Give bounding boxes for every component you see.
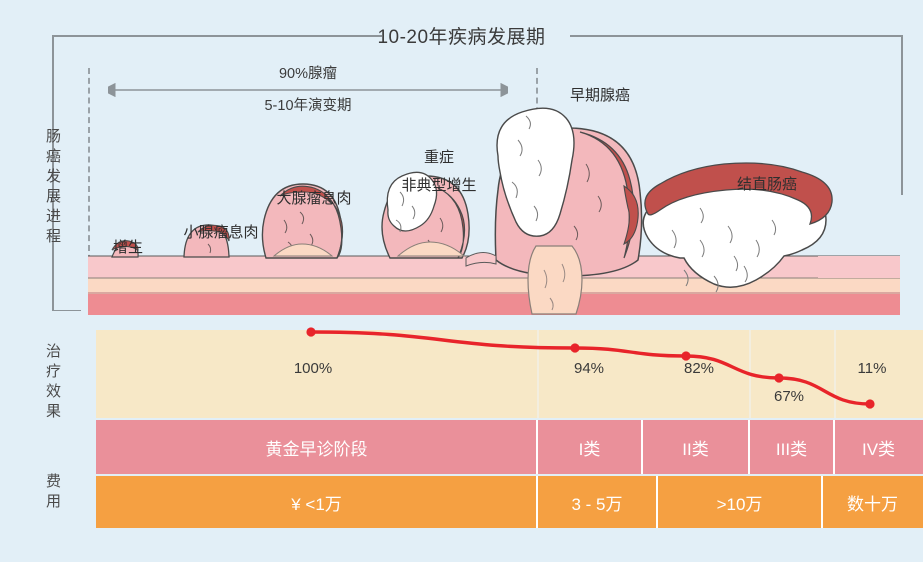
- survival-point-4: [865, 399, 875, 409]
- title-bracket-left: [52, 35, 382, 37]
- pct-label-0: 100%: [293, 360, 333, 377]
- cost-row-cell-0: ¥ <1万: [291, 494, 342, 514]
- arrow-top-label: 90%腺瘤: [278, 66, 338, 82]
- chart-sep-1: [537, 330, 539, 418]
- cost-row-cell-2: >10万: [716, 494, 763, 514]
- cost-row: ¥ <1万 3 - 5万 >10万 数十万: [96, 476, 923, 528]
- chart-sep-3: [834, 330, 836, 418]
- title-bracket-right: [570, 35, 903, 37]
- organ-label-4: 非典型增生: [401, 177, 477, 194]
- page-title: 10-20年疾病发展期: [377, 27, 546, 48]
- bowel-illustration: [88, 60, 918, 315]
- cost-row-separator-2: [656, 476, 658, 528]
- stage-row-separator-1: [536, 420, 538, 474]
- pct-label-1: 94%: [573, 360, 605, 377]
- arrow-bottom-label: 5-10年演变期: [264, 98, 352, 114]
- survival-point-3: [774, 373, 784, 383]
- survival-point-2: [681, 351, 691, 361]
- cost-row-separator-1: [536, 476, 538, 528]
- pct-label-2: 82%: [683, 360, 715, 377]
- stage-row-cell-0: 黄金早诊阶段: [265, 439, 368, 459]
- cost-row-separator-3: [821, 476, 823, 528]
- adenoma-phase-arrow: [101, 78, 515, 102]
- organ-label-0: 增生: [112, 239, 144, 256]
- organ-label-3: 重症: [423, 149, 455, 166]
- stage-row-separator-2: [641, 420, 643, 474]
- cost-row-cell-3: 数十万: [847, 494, 898, 514]
- organ-label-1: 小腺瘤息肉: [183, 224, 259, 241]
- stage-row: 黄金早诊阶段 I类 II类 III类 IV类: [96, 420, 923, 474]
- stage-row-cell-2: II类: [682, 439, 709, 459]
- survival-point-1: [570, 343, 580, 353]
- stage-row-separator-3: [748, 420, 750, 474]
- survival-point-0: [306, 327, 316, 337]
- survival-curve-path: [309, 330, 872, 406]
- organ-label-layer: 增生 小腺瘤息肉 大腺瘤息肉 重症非典型增生 早期腺癌结直肠癌: [112, 87, 798, 256]
- stage-row-cell-1: I类: [578, 439, 601, 459]
- phase-divider-start: [88, 68, 90, 310]
- pct-label-4: 11%: [857, 360, 887, 377]
- title-bracket-right-tick: [901, 35, 903, 195]
- pct-label-3: 67%: [773, 388, 805, 405]
- progression-caption: 肠癌发展进程: [44, 128, 61, 248]
- cost-row-cell-1: 3 - 5万: [571, 494, 623, 514]
- stage-row-cell-4: IV类: [861, 439, 896, 459]
- organ-label-5: 早期腺癌: [569, 87, 631, 104]
- progression-bracket: [52, 120, 81, 311]
- treatment-effect-caption: 治疗效果: [44, 343, 61, 423]
- cost-caption: 费用: [44, 473, 61, 513]
- stage-row-separator-4: [833, 420, 835, 474]
- organ-label-6: 结直肠癌: [736, 176, 798, 193]
- survival-curve: [96, 322, 923, 422]
- organ-label-2: 大腺瘤息肉: [276, 190, 352, 207]
- stage-row-cell-3: III类: [775, 439, 808, 459]
